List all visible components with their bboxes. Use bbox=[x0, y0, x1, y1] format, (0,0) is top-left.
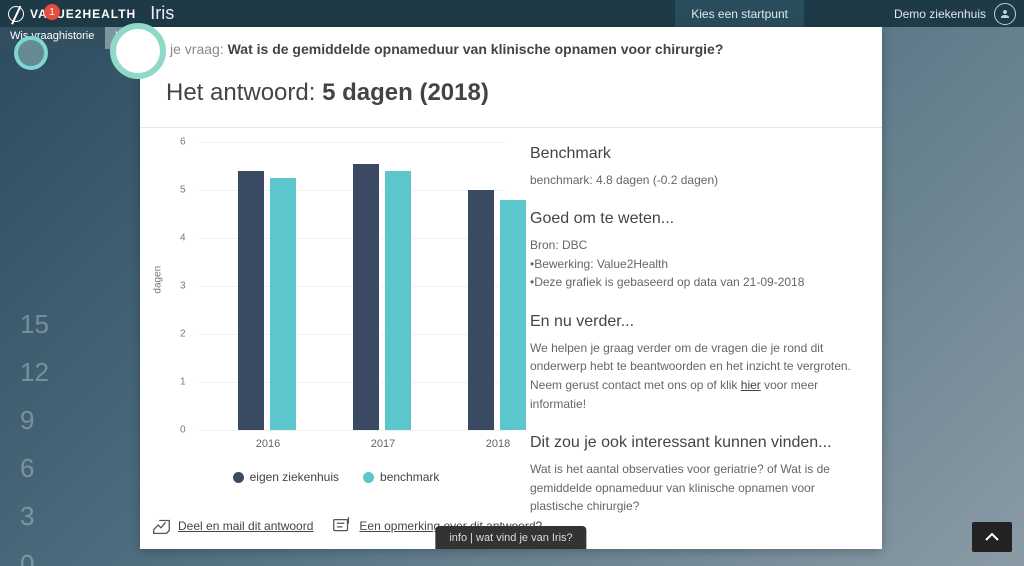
legend-dot-own bbox=[233, 472, 244, 483]
content-columns: dagen 0123456201620172018 eigen ziekenhu… bbox=[166, 142, 856, 502]
gtk-line-3: •Deze grafiek is gebaseerd op data van 2… bbox=[530, 273, 856, 292]
bar bbox=[353, 164, 379, 430]
bar bbox=[238, 171, 264, 430]
further-heading: En nu verder... bbox=[530, 310, 856, 335]
top-bar: VALUE2HEALTH Iris Kies een startpunt Dem… bbox=[0, 0, 1024, 27]
legend-item-benchmark: benchmark bbox=[363, 470, 439, 484]
brand-logo-icon bbox=[8, 6, 24, 22]
question-text: Wat is de gemiddelde opnameduur van klin… bbox=[228, 41, 724, 57]
user-icon bbox=[994, 3, 1016, 25]
y-tick: 2 bbox=[180, 329, 186, 340]
x-tick: 2017 bbox=[353, 438, 413, 450]
chart-column: dagen 0123456201620172018 eigen ziekenhu… bbox=[166, 142, 506, 502]
y-tick: 6 bbox=[180, 137, 186, 148]
benchmark-text: benchmark: 4.8 dagen (-0.2 dagen) bbox=[530, 171, 856, 190]
bar bbox=[270, 178, 296, 430]
comment-icon bbox=[331, 515, 353, 537]
bar bbox=[385, 171, 411, 430]
share-answer-link[interactable]: Deel en mail dit antwoord bbox=[150, 515, 313, 537]
chart-legend: eigen ziekenhuis benchmark bbox=[166, 470, 506, 484]
interesting-heading: Dit zou je ook interessant kunnen vinden… bbox=[530, 431, 856, 456]
bar bbox=[468, 190, 494, 430]
notification-badge[interactable]: 1 bbox=[44, 4, 60, 20]
scroll-to-top-button[interactable] bbox=[972, 522, 1012, 552]
bar-group bbox=[353, 164, 413, 430]
answer-card: je vraag: Wat is de gemiddelde opnameduu… bbox=[140, 27, 882, 549]
bar-group bbox=[468, 190, 528, 430]
choose-start-button[interactable]: Kies een startpunt bbox=[675, 0, 804, 27]
assistant-avatar-icon[interactable] bbox=[14, 36, 48, 70]
answer-line: Het antwoord: 5 dagen (2018) bbox=[166, 79, 856, 107]
share-icon bbox=[150, 515, 172, 537]
info-pill[interactable]: info | wat vind je van Iris? bbox=[435, 526, 586, 549]
further-text: We helpen je graag verder om de vragen d… bbox=[530, 339, 856, 413]
y-tick: 5 bbox=[180, 185, 186, 196]
gtk-line-2: •Bewerking: Value2Health bbox=[530, 255, 856, 274]
background-scale-numbers: 15 12 9 6 3 0 bbox=[20, 300, 49, 566]
bar-chart: dagen 0123456201620172018 bbox=[166, 142, 506, 462]
gtk-line-1: Bron: DBC bbox=[530, 236, 856, 255]
x-tick: 2018 bbox=[468, 438, 528, 450]
y-axis-label: dagen bbox=[153, 266, 164, 294]
divider bbox=[140, 127, 882, 128]
chat-avatar-icon bbox=[110, 23, 166, 79]
brand-logo[interactable]: VALUE2HEALTH bbox=[8, 6, 136, 22]
chevron-up-icon bbox=[984, 530, 1000, 544]
good-to-know-heading: Goed om te weten... bbox=[530, 207, 856, 232]
info-column: Benchmark benchmark: 4.8 dagen (-0.2 dag… bbox=[530, 142, 856, 502]
y-tick: 3 bbox=[180, 281, 186, 292]
chart-plot-area: 0123456201620172018 bbox=[198, 142, 506, 430]
answer-value: 5 dagen (2018) bbox=[322, 79, 489, 106]
legend-dot-benchmark bbox=[363, 472, 374, 483]
interesting-text: Wat is het aantal observaties voor geria… bbox=[530, 460, 856, 516]
bar-group bbox=[238, 171, 298, 430]
y-tick: 0 bbox=[180, 425, 186, 436]
benchmark-heading: Benchmark bbox=[530, 142, 856, 167]
bar bbox=[500, 200, 526, 430]
further-link[interactable]: hier bbox=[741, 378, 761, 392]
user-menu[interactable]: Demo ziekenhuis bbox=[894, 3, 1016, 25]
x-tick: 2016 bbox=[238, 438, 298, 450]
legend-item-own: eigen ziekenhuis bbox=[233, 470, 339, 484]
product-name: Iris bbox=[150, 3, 174, 24]
question-line: je vraag: Wat is de gemiddelde opnameduu… bbox=[170, 41, 856, 57]
y-tick: 1 bbox=[180, 377, 186, 388]
question-label: je vraag: bbox=[170, 41, 224, 57]
answer-label: Het antwoord: bbox=[166, 79, 315, 106]
y-tick: 4 bbox=[180, 233, 186, 244]
user-label: Demo ziekenhuis bbox=[894, 7, 986, 21]
